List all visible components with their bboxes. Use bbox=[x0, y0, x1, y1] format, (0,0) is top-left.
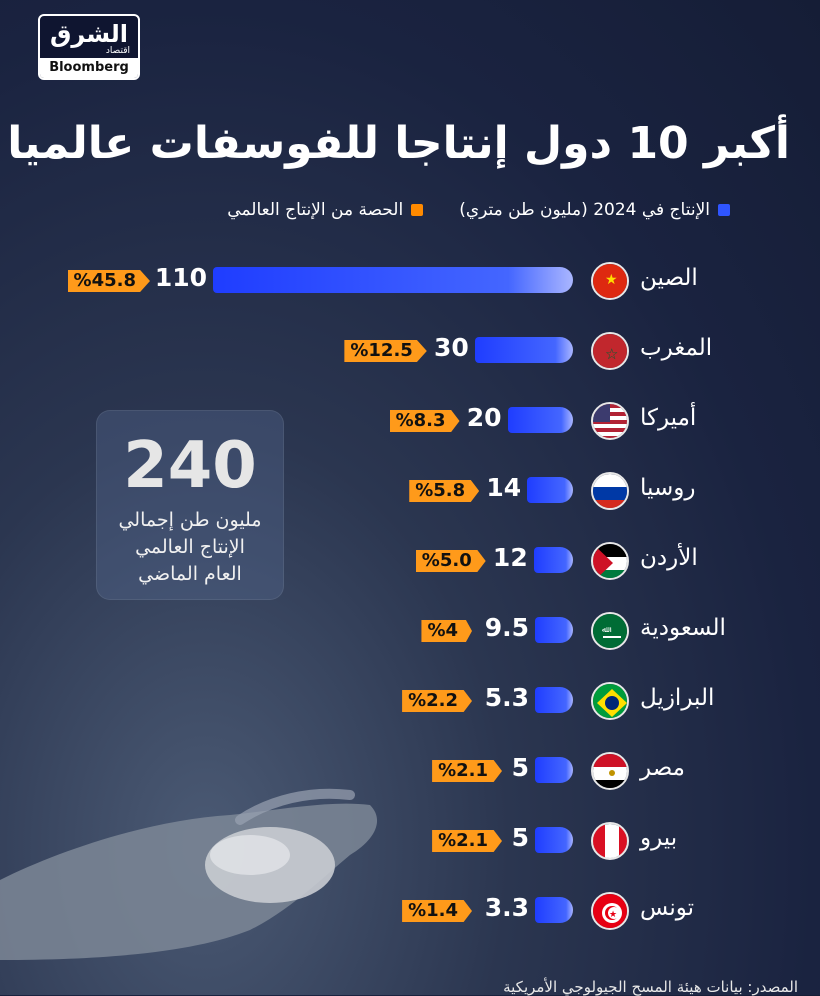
bar-row: أميركا 20 %8.3 bbox=[0, 397, 820, 447]
country-label: أميركا bbox=[640, 405, 697, 431]
production-value-label: 14 bbox=[486, 473, 522, 502]
production-value-label: 5 bbox=[511, 753, 529, 782]
share-tag: %2.1 bbox=[432, 760, 502, 782]
tunisia-flag-icon: ★ bbox=[591, 892, 629, 930]
logo-main-text: الشرق bbox=[49, 20, 129, 48]
country-label: البرازيل bbox=[640, 685, 715, 711]
russia-flag-icon bbox=[591, 472, 629, 510]
share-tag: %4 bbox=[421, 620, 472, 642]
country-label: تونس bbox=[640, 895, 695, 921]
production-value-label: 20 bbox=[466, 403, 502, 432]
production-bar bbox=[507, 407, 573, 433]
bar-row: المغرب ☆ 30 %12.5 bbox=[0, 327, 820, 377]
legend-share-swatch bbox=[411, 204, 424, 216]
production-value-label: 3.3 bbox=[484, 893, 529, 922]
total-label-line2: الإنتاج العالمي bbox=[135, 536, 245, 558]
production-bar bbox=[474, 337, 573, 363]
total-label-line3: العام الماضي bbox=[138, 563, 242, 585]
bar-row: السعودية ﷲ 9.5 %4 bbox=[0, 607, 820, 657]
total-value: 240 bbox=[123, 429, 257, 503]
brand-logo: الشرق اقتصاد Bloomberg bbox=[38, 14, 140, 80]
hand-with-granules-illustration bbox=[0, 788, 378, 960]
share-tag: %12.5 bbox=[344, 340, 427, 362]
country-label: الأردن bbox=[640, 545, 698, 571]
production-bar bbox=[533, 547, 573, 573]
bar-row: مصر 5 %2.1 bbox=[0, 747, 820, 797]
bar-row: روسيا 14 %5.8 bbox=[0, 467, 820, 517]
source-note: المصدر: بيانات هيئة المسح الجيولوجي الأم… bbox=[503, 978, 798, 996]
saudi-flag-icon: ﷲ bbox=[591, 612, 629, 650]
production-value-label: 110 bbox=[154, 263, 207, 292]
production-bar bbox=[527, 477, 573, 503]
logo-brand-text: Bloomberg bbox=[40, 58, 138, 78]
legend-production: الإنتاج في 2024 (مليون طن متري) bbox=[459, 200, 730, 220]
china-flag-icon: ★ bbox=[591, 262, 629, 300]
share-tag: %8.3 bbox=[389, 410, 460, 432]
svg-text:★: ★ bbox=[605, 272, 618, 288]
svg-text:☆: ☆ bbox=[605, 345, 618, 363]
legend-production-label: الإنتاج في 2024 (مليون طن متري) bbox=[459, 200, 710, 220]
legend-production-swatch bbox=[718, 204, 730, 216]
bar-row: بيرو 5 %2.1 bbox=[0, 817, 820, 867]
morocco-flag-icon: ☆ bbox=[591, 332, 629, 370]
production-bar bbox=[535, 897, 573, 923]
country-label: مصر bbox=[640, 755, 685, 781]
share-tag: %2.1 bbox=[432, 830, 502, 852]
total-production-card: 240 مليون طن إجمالي الإنتاج العالمي العا… bbox=[96, 410, 284, 600]
bar-row: الأردن 12 %5.0 bbox=[0, 537, 820, 587]
bar-row: البرازيل 5.3 %2.2 bbox=[0, 677, 820, 727]
bar-row: الصين ★ 110 %45.8 bbox=[0, 257, 820, 307]
country-label: السعودية bbox=[640, 615, 726, 641]
production-value-label: 5 bbox=[511, 823, 529, 852]
country-label: الصين bbox=[640, 265, 698, 291]
logo-sub-text: اقتصاد bbox=[105, 46, 130, 56]
egypt-flag-icon bbox=[591, 752, 629, 790]
brazil-flag-icon bbox=[591, 682, 629, 720]
country-label: روسيا bbox=[640, 475, 696, 501]
production-bar bbox=[535, 687, 573, 713]
total-label-line1: مليون طن إجمالي bbox=[118, 509, 262, 531]
share-tag: %2.2 bbox=[402, 690, 472, 712]
usa-flag-icon bbox=[591, 402, 629, 440]
share-tag: %5.8 bbox=[409, 480, 480, 502]
production-value-label: 5.3 bbox=[484, 683, 529, 712]
production-bar bbox=[535, 757, 573, 783]
svg-text:★: ★ bbox=[609, 910, 617, 920]
legend: الإنتاج في 2024 (مليون طن متري) الحصة من… bbox=[227, 200, 730, 220]
bar-row: تونس ★ 3.3 %1.4 bbox=[0, 887, 820, 937]
production-value-label: 12 bbox=[492, 543, 528, 572]
legend-share: الحصة من الإنتاج العالمي bbox=[227, 200, 424, 220]
chart-title: أكبر 10 دول إنتاجا للفوسفات عالميا bbox=[7, 118, 790, 169]
total-label: مليون طن إجمالي الإنتاج العالمي العام ال… bbox=[97, 507, 283, 588]
country-label: المغرب bbox=[640, 335, 713, 361]
share-tag: %1.4 bbox=[402, 900, 472, 922]
legend-share-label: الحصة من الإنتاج العالمي bbox=[227, 200, 404, 220]
share-tag: %45.8 bbox=[67, 270, 150, 292]
share-tag: %5.0 bbox=[415, 550, 486, 572]
production-bar bbox=[213, 267, 573, 293]
production-value-label: 9.5 bbox=[484, 613, 529, 642]
country-label: بيرو bbox=[640, 825, 678, 851]
production-value-label: 30 bbox=[434, 333, 469, 362]
jordan-flag-icon bbox=[591, 542, 629, 580]
production-bar bbox=[535, 827, 573, 853]
production-bar bbox=[535, 617, 573, 643]
peru-flag-icon bbox=[591, 822, 629, 860]
